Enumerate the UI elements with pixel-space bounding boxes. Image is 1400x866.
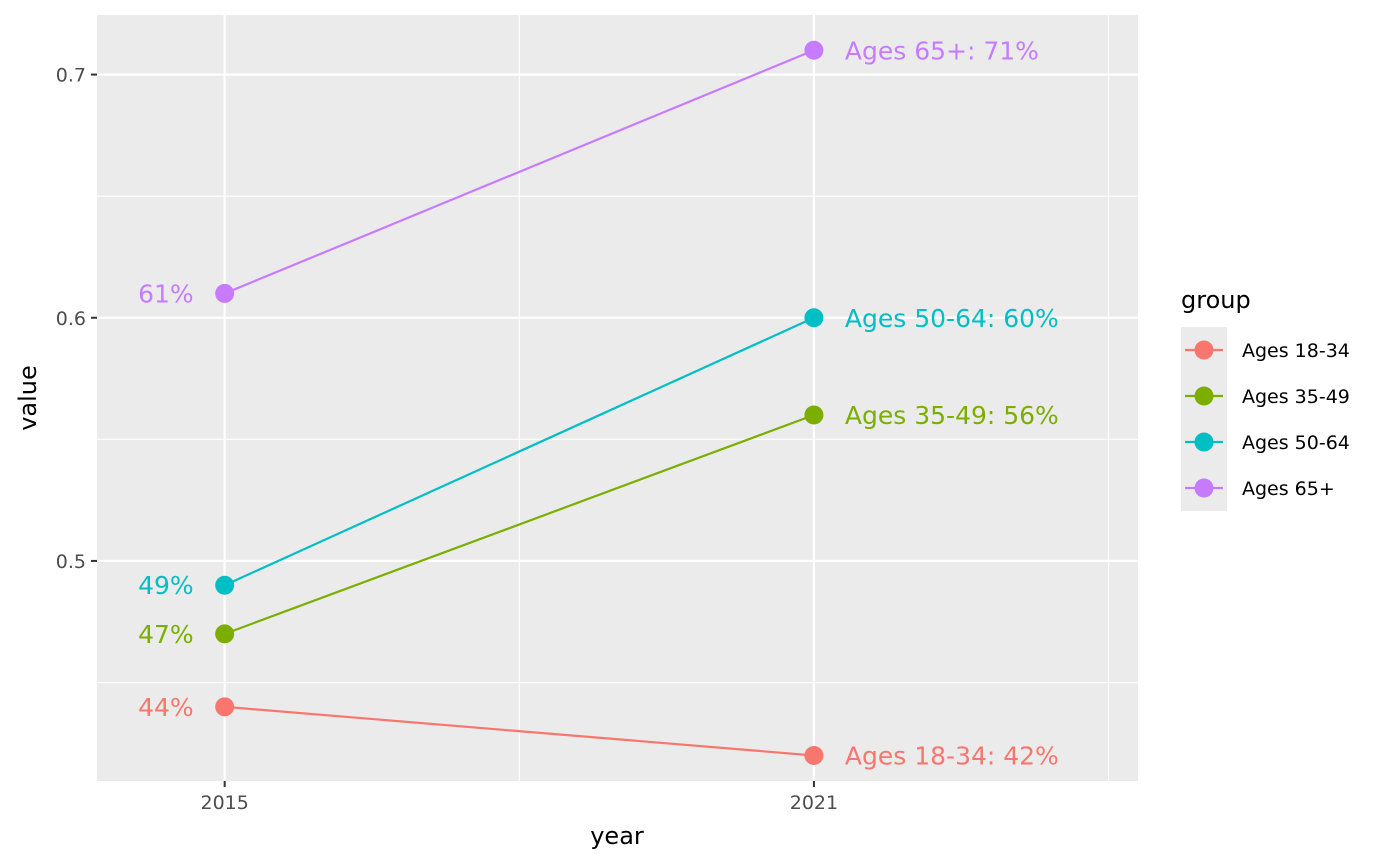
series-line <box>224 316 815 587</box>
x-axis-title: year <box>590 822 644 850</box>
minor-gridlines <box>97 15 1138 781</box>
legend-key-point <box>1194 340 1214 360</box>
x-tick-label: 2021 <box>790 792 838 814</box>
series-lines <box>224 49 815 757</box>
data-point <box>804 405 824 425</box>
data-point <box>215 575 235 595</box>
point-label-end: Ages 18-34: 42% <box>845 741 1059 770</box>
legend-label: Ages 50-64 <box>1242 432 1350 454</box>
series-line <box>224 705 815 757</box>
legend-label: Ages 35-49 <box>1242 386 1350 408</box>
series-line <box>224 49 815 295</box>
data-point <box>215 624 235 644</box>
y-axis-title: value <box>14 365 42 431</box>
legend: group Ages 18-34 Ages 35-49 Ages 50-64 Ages… <box>1181 286 1350 511</box>
legend-key-point <box>1194 478 1214 498</box>
point-label-end: Ages 50-64: 60% <box>845 304 1059 333</box>
data-point <box>804 308 824 328</box>
data-point <box>215 697 235 717</box>
point-label-end: Ages 35-49: 56% <box>845 401 1059 430</box>
y-tick-label: 0.5 <box>56 551 86 573</box>
axis-ticks <box>91 73 815 787</box>
legend-key-point <box>1194 386 1214 406</box>
x-tick-labels: 2015 2021 <box>200 792 838 814</box>
major-gridlines <box>97 15 1138 781</box>
y-tick-label: 0.7 <box>56 65 86 87</box>
data-point <box>804 745 824 765</box>
point-label-start: 49% <box>138 571 194 600</box>
point-labels: 44% Ages 18-34: 42% 47% Ages 35-49: 56% 49% A… <box>138 36 1059 770</box>
data-point <box>215 283 235 303</box>
plot-panel <box>97 15 1138 781</box>
series-line <box>224 413 815 635</box>
legend-key-point <box>1194 432 1214 452</box>
x-tick-label: 2015 <box>200 792 248 814</box>
y-tick-label: 0.6 <box>56 308 86 330</box>
legend-label: Ages 65+ <box>1242 478 1335 500</box>
point-label-end: Ages 65+: 71% <box>845 36 1039 65</box>
point-label-start: 44% <box>138 693 194 722</box>
legend-label: Ages 18-34 <box>1242 340 1350 362</box>
y-tick-labels: 0.5 0.6 0.7 <box>56 65 86 573</box>
point-label-start: 61% <box>138 279 194 308</box>
legend-title: group <box>1181 286 1251 314</box>
data-point <box>804 40 824 60</box>
series-points <box>215 40 824 765</box>
point-label-start: 47% <box>138 620 194 649</box>
